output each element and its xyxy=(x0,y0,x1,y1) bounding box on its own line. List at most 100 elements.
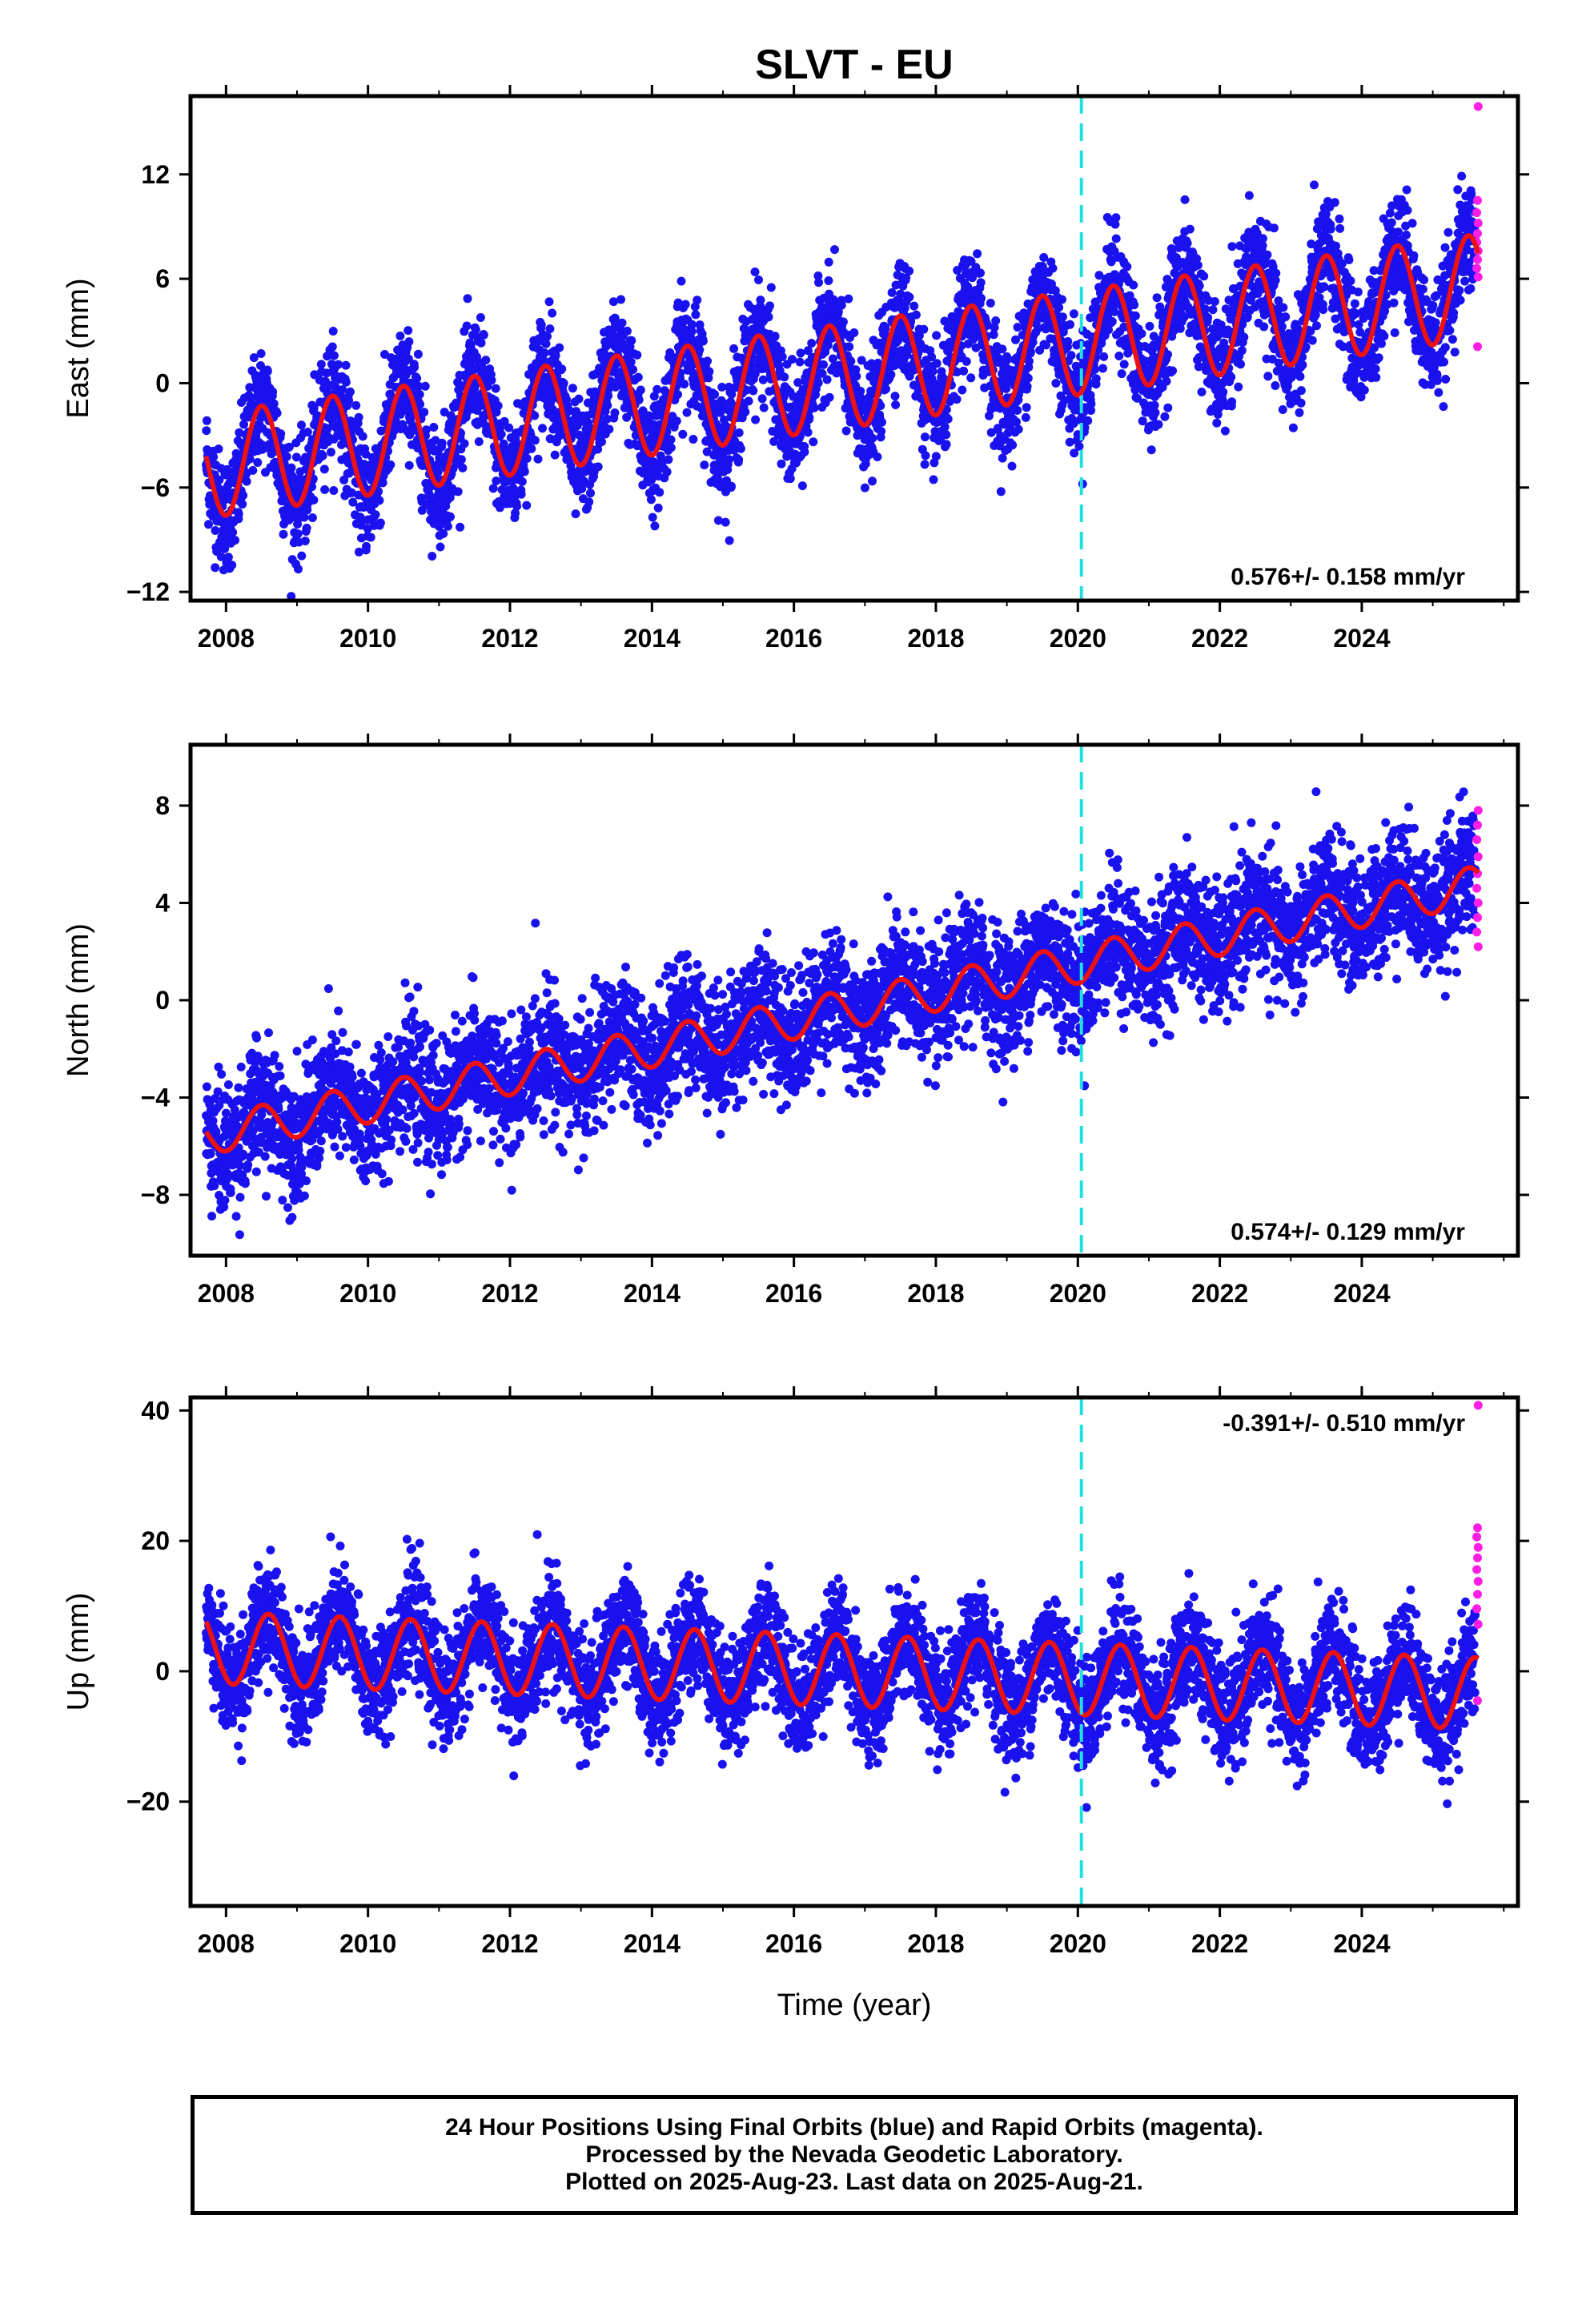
data-point xyxy=(1119,360,1129,369)
data-point xyxy=(1063,337,1073,346)
data-point xyxy=(345,387,355,396)
data-point xyxy=(215,475,224,485)
data-point xyxy=(307,482,316,492)
data-point xyxy=(891,400,901,409)
data-point xyxy=(386,460,396,469)
data-point xyxy=(1310,180,1319,190)
data-point xyxy=(1379,332,1389,341)
data-point xyxy=(1281,312,1291,322)
data-point xyxy=(868,476,877,486)
data-point xyxy=(1402,185,1411,195)
data-point xyxy=(777,459,786,468)
data-point xyxy=(303,505,312,515)
data-point xyxy=(1344,255,1354,264)
data-point xyxy=(734,428,744,437)
data-point xyxy=(328,327,338,336)
data-point xyxy=(813,378,823,388)
data-point xyxy=(1277,322,1287,332)
data-point xyxy=(495,503,504,513)
data-point xyxy=(263,367,272,376)
data-point xyxy=(303,428,312,436)
data-point xyxy=(1298,360,1307,370)
data-point xyxy=(327,448,335,457)
data-point xyxy=(391,416,400,426)
data-point xyxy=(693,296,702,305)
data-point xyxy=(1074,441,1084,451)
data-point xyxy=(493,401,503,411)
data-point xyxy=(432,460,442,469)
data-point xyxy=(1227,242,1237,251)
data-point xyxy=(1022,382,1032,391)
data-point xyxy=(814,278,823,287)
data-point xyxy=(371,510,380,520)
data-point xyxy=(347,488,356,497)
data-point xyxy=(279,529,288,539)
data-point xyxy=(209,452,219,462)
data-point xyxy=(458,463,468,472)
data-point xyxy=(1390,328,1399,337)
data-point xyxy=(1227,372,1236,382)
data-point xyxy=(652,384,662,394)
data-point xyxy=(481,356,491,365)
data-point xyxy=(616,295,625,304)
data-point xyxy=(727,481,736,491)
data-point xyxy=(1002,352,1012,361)
data-point xyxy=(216,552,226,561)
data-point xyxy=(1111,234,1121,243)
data-point xyxy=(825,392,834,402)
data-point xyxy=(604,391,613,400)
data-point xyxy=(354,547,363,557)
data-point xyxy=(540,348,549,358)
data-point xyxy=(287,592,296,601)
data-point xyxy=(921,451,930,460)
data-point xyxy=(420,381,430,391)
data-point xyxy=(837,300,846,310)
data-point xyxy=(1220,426,1230,436)
data-point xyxy=(809,403,819,412)
data-point xyxy=(633,372,643,382)
data-point xyxy=(517,476,527,486)
data-point xyxy=(687,320,697,329)
data-point xyxy=(809,437,818,447)
data-point xyxy=(868,433,877,443)
data-point xyxy=(700,460,709,470)
data-point xyxy=(1208,305,1218,315)
data-point xyxy=(512,501,522,511)
data-point xyxy=(1350,299,1359,308)
data-point xyxy=(214,444,223,454)
data-point xyxy=(1389,298,1399,308)
data-point xyxy=(1210,297,1219,306)
data-point xyxy=(1239,332,1249,342)
data-point xyxy=(1278,405,1287,414)
data-point xyxy=(348,497,358,507)
data-point xyxy=(920,432,930,442)
data-point xyxy=(329,351,339,360)
data-point xyxy=(276,429,286,439)
data-point xyxy=(202,426,211,436)
data-point xyxy=(1083,416,1093,425)
data-point xyxy=(1114,352,1124,360)
data-point xyxy=(597,437,606,447)
data-point xyxy=(890,392,900,401)
data-point xyxy=(456,455,466,464)
data-point xyxy=(852,372,861,381)
data-point xyxy=(429,423,439,432)
data-point xyxy=(245,454,255,464)
data-point xyxy=(1197,388,1207,396)
data-point xyxy=(544,297,554,307)
data-point xyxy=(1137,329,1146,339)
data-point xyxy=(777,352,787,361)
data-point xyxy=(284,442,294,452)
data-point xyxy=(672,416,681,426)
data-point xyxy=(1182,239,1192,248)
data-point xyxy=(991,316,1001,325)
data-point xyxy=(269,399,279,408)
data-point xyxy=(1263,250,1272,259)
data-point xyxy=(1296,386,1306,396)
data-point xyxy=(887,287,897,297)
data-point xyxy=(1111,213,1121,223)
data-point xyxy=(414,381,424,391)
data-point xyxy=(627,336,636,345)
data-point xyxy=(1295,372,1305,381)
data-point xyxy=(1203,313,1213,323)
